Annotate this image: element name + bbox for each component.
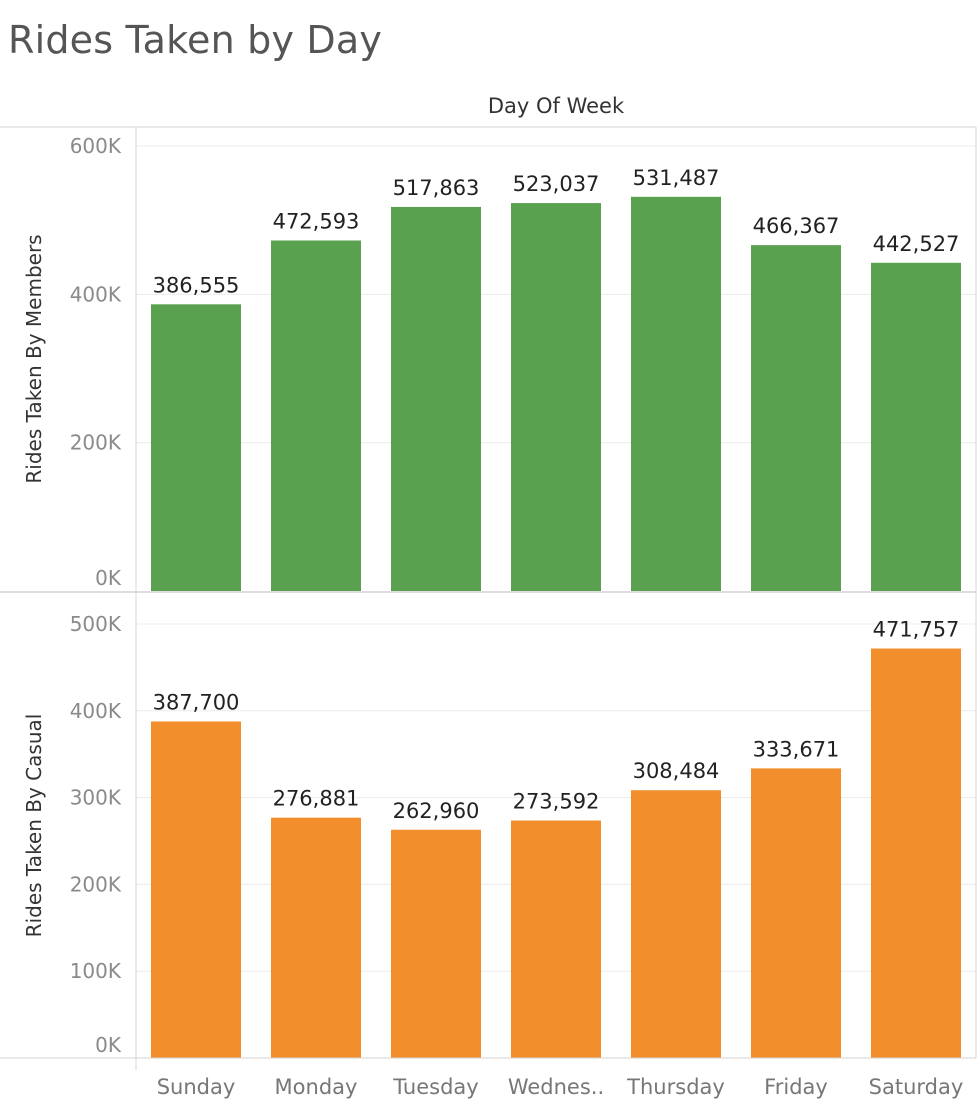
casual-ytick-label: 400K [70, 699, 122, 723]
x-tick-label-2: Monday [275, 1075, 358, 1099]
casual-bar-1 [151, 721, 241, 1058]
casual-bar-7 [871, 648, 961, 1058]
members-ytick-label: 200K [70, 431, 122, 455]
casual-bar-6 [751, 768, 841, 1058]
x-tick-label-6: Friday [764, 1075, 828, 1099]
casual-value-label-3: 262,960 [393, 799, 480, 823]
column-header: Day Of Week [487, 94, 625, 118]
x-tick-label-4: Wednes.. [508, 1075, 604, 1099]
casual-ytick-label: 500K [70, 612, 122, 636]
casual-axis-label: Rides Taken By Casual [22, 714, 46, 938]
page-title: Rides Taken by Day [8, 18, 383, 62]
casual-bar-2 [271, 817, 361, 1058]
x-tick-label-3: Tuesday [392, 1075, 478, 1099]
members-value-label-1: 386,555 [153, 273, 240, 297]
members-value-label-4: 523,037 [513, 172, 600, 196]
members-value-label-3: 517,863 [393, 176, 480, 200]
casual-bar-3 [391, 829, 481, 1058]
casual-ytick-label: 0K [95, 1033, 122, 1057]
members-bar-4 [511, 203, 601, 592]
members-ytick-label: 600K [70, 134, 122, 158]
x-tick-label-7: Saturday [869, 1075, 964, 1099]
x-tick-label-5: Thursday [626, 1075, 725, 1099]
casual-bar-4 [511, 820, 601, 1058]
members-bar-6 [751, 245, 841, 591]
members-ytick-label: 400K [70, 282, 122, 306]
casual-value-label-1: 387,700 [153, 690, 240, 714]
casual-value-label-4: 273,592 [513, 790, 600, 814]
members-bar-7 [871, 262, 961, 591]
casual-ytick-label: 200K [70, 872, 122, 896]
members-value-label-5: 531,487 [633, 166, 720, 190]
members-value-label-2: 472,593 [273, 209, 360, 233]
casual-value-label-7: 471,757 [873, 618, 960, 642]
members-ytick-label: 0K [95, 566, 122, 590]
casual-value-label-5: 308,484 [633, 759, 720, 783]
casual-ytick-label: 300K [70, 786, 122, 810]
casual-bar-5 [631, 790, 721, 1058]
members-bar-5 [631, 196, 721, 591]
members-value-label-7: 442,527 [873, 232, 960, 256]
members-value-label-6: 466,367 [753, 214, 840, 238]
members-bar-2 [271, 240, 361, 591]
casual-value-label-2: 276,881 [273, 787, 360, 811]
members-bar-1 [151, 304, 241, 591]
x-tick-label-1: Sunday [157, 1075, 236, 1099]
casual-ytick-label: 100K [70, 959, 122, 983]
members-bar-3 [391, 206, 481, 591]
casual-value-label-6: 333,671 [753, 737, 840, 761]
members-axis-label: Rides Taken By Members [22, 234, 46, 483]
